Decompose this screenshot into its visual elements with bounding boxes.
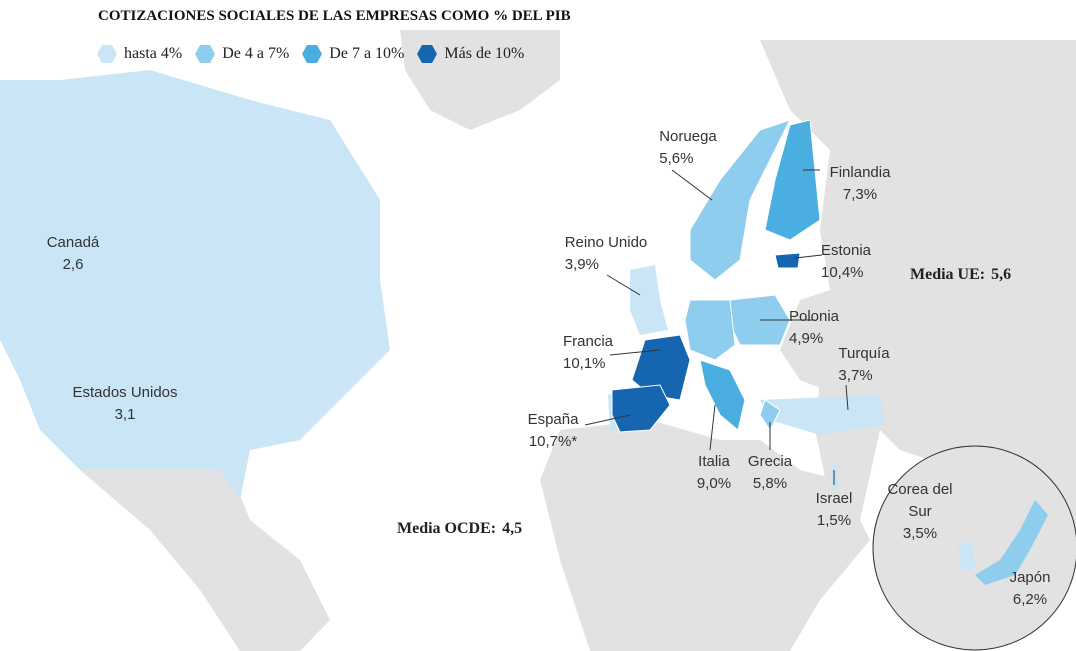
country-label: Noruega 5,6% xyxy=(659,126,717,170)
country-label: Grecia 5,8% xyxy=(748,451,792,495)
country-name: Estonia xyxy=(820,242,872,259)
inset-circle xyxy=(872,445,1076,651)
country-label: Corea del Sur 3,5% xyxy=(885,479,955,545)
title: COTIZACIONES SOCIALES DE LAS EMPRESAS CO… xyxy=(98,8,571,24)
country-value: 9,0% xyxy=(696,475,732,492)
korea-shape xyxy=(958,540,976,570)
country-name: Grecia xyxy=(747,453,793,470)
country-name: Japón xyxy=(1009,569,1051,586)
country-value: 5,6% xyxy=(659,150,694,167)
country-name: Finlandia xyxy=(829,164,891,181)
country-label: Japón 6,2% xyxy=(1010,567,1051,611)
average-label: Media OCDE: xyxy=(397,520,497,537)
average-value: 5,6 xyxy=(991,266,1012,283)
legend-swatch xyxy=(302,45,323,63)
country-label: Estados Unidos 3,1 xyxy=(72,382,177,426)
land-mid xyxy=(684,119,791,431)
country-value: 3,9% xyxy=(564,256,599,273)
legend-swatch xyxy=(195,45,216,63)
country-value: 6,2% xyxy=(1012,591,1048,608)
legend-item: De 7 a 10% xyxy=(301,44,404,64)
country-label: Polonia 4,9% xyxy=(789,306,839,350)
swatch-hex xyxy=(417,45,438,63)
country-value: 3,5% xyxy=(902,525,938,542)
country-value: 7,3% xyxy=(842,186,878,203)
land-lowest xyxy=(0,70,885,500)
leader-lines xyxy=(584,169,849,485)
country-name: Polonia xyxy=(788,308,840,325)
legend-swatch xyxy=(97,45,117,63)
legend-item: De 4 a 7% xyxy=(194,44,289,64)
average: Media OCDE: 4,5 xyxy=(397,520,528,538)
country-name: Turquía xyxy=(838,345,890,362)
country-name: Canadá xyxy=(46,234,100,251)
land-high xyxy=(699,119,821,431)
country-value: 3,1 xyxy=(114,406,136,423)
country-label: Turquía 3,7% xyxy=(838,343,889,387)
legend-item: Más de 10% xyxy=(416,44,524,64)
country-label: Canadá 2,6 xyxy=(47,232,100,276)
country-label: España 10,7%* xyxy=(528,409,579,453)
country-value: 3,7% xyxy=(838,367,873,384)
country-value: 4,9% xyxy=(788,330,824,347)
average: Media UE: 5,6 xyxy=(910,266,1017,284)
legend: hasta 4% De 4 a 7% De 7 a 10% Más de 10% xyxy=(96,44,524,64)
country-label: Israel 1,5% xyxy=(816,488,853,532)
country-name: España xyxy=(527,411,579,428)
legend-label: Más de 10% xyxy=(444,45,525,62)
country-label: Francia 10,1% xyxy=(563,331,613,375)
swatch-hex xyxy=(97,45,117,63)
country-value: 10,4% xyxy=(820,264,864,281)
country-name: Italia xyxy=(698,453,730,470)
legend-label: De 4 a 7% xyxy=(222,45,290,62)
country-value: 2,6 xyxy=(62,256,84,273)
land-top xyxy=(611,252,801,433)
average-label: Media UE: xyxy=(910,266,986,283)
swatch-hex xyxy=(302,45,323,63)
country-name: Corea del Sur xyxy=(887,481,953,520)
land-grey xyxy=(80,30,1076,651)
country-name: Estados Unidos xyxy=(72,384,178,401)
legend-label: hasta 4% xyxy=(124,45,183,62)
country-value: 10,7%* xyxy=(528,433,578,450)
country-name: Reino Unido xyxy=(564,234,648,251)
japan-shape xyxy=(975,500,1048,585)
legend-label: De 7 a 10% xyxy=(329,45,405,62)
country-label: Italia 9,0% xyxy=(697,451,731,495)
legend-item: hasta 4% xyxy=(96,44,182,64)
country-label: Estonia 10,4% xyxy=(821,240,871,284)
country-name: Francia xyxy=(562,333,614,350)
country-name: Noruega xyxy=(659,128,717,145)
country-value: 5,8% xyxy=(752,475,788,492)
country-value: 1,5% xyxy=(816,512,852,529)
average-value: 4,5 xyxy=(502,520,523,537)
legend-swatch xyxy=(417,45,438,63)
swatch-hex xyxy=(195,45,216,63)
country-label: Finlandia 7,3% xyxy=(830,162,891,206)
country-name: Israel xyxy=(815,490,853,507)
country-label: Reino Unido 3,9% xyxy=(565,232,648,276)
country-value: 10,1% xyxy=(562,355,606,372)
